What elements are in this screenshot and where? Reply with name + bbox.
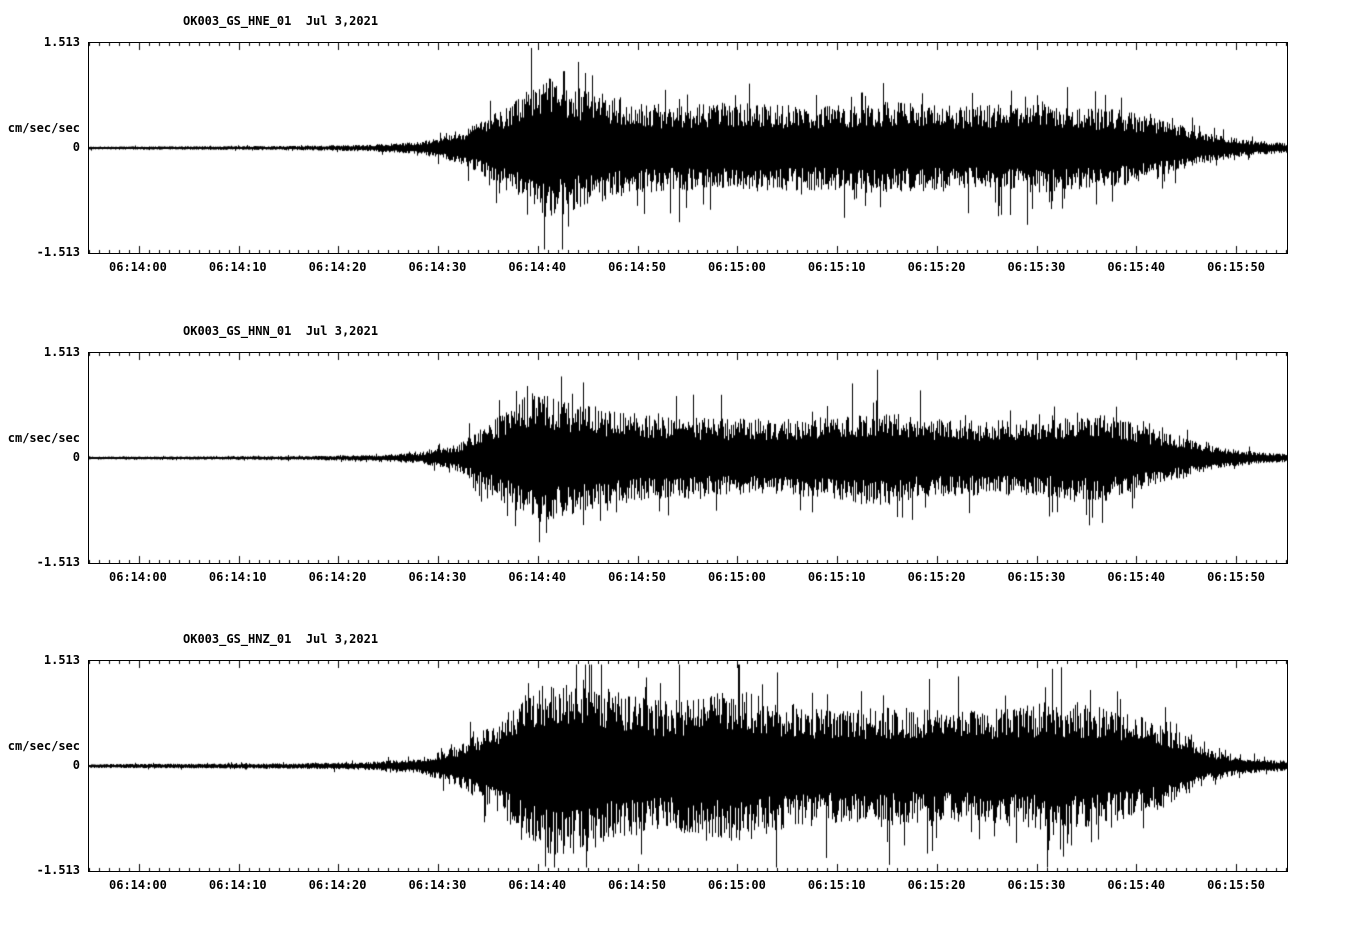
x-tick-label: 06:14:10: [208, 878, 267, 892]
x-tick-label: 06:15:00: [708, 260, 766, 274]
x-tick-label: 06:15:40: [1107, 878, 1166, 892]
y-min-label: -1.513: [36, 555, 80, 569]
seismogram-panel-hnz: OK003_GS_HNZ_01 Jul 3,2021 1.513 cm/sec/…: [0, 632, 1358, 932]
y-unit-label: cm/sec/sec: [7, 431, 80, 445]
x-axis-labels: 06:14:00 06:14:10 06:14:20 06:14:30 06:14:40…: [88, 570, 1286, 586]
x-axis-labels: 06:14:00 06:14:10 06:14:20 06:14:30 06:14:40…: [88, 260, 1286, 276]
x-tick-label: 06:15:50: [1207, 878, 1265, 892]
x-tick-label: 06:14:00: [109, 570, 167, 584]
x-tick-label: 06:14:50: [608, 570, 666, 584]
seismogram-panel-hnn: OK003_GS_HNN_01 Jul 3,2021 1.513 cm/sec/…: [0, 324, 1358, 624]
seismogram-canvas: [88, 42, 1288, 254]
y-unit-label: cm/sec/sec: [7, 739, 80, 753]
y-max-label: 1.513: [43, 35, 80, 49]
seismogram-panel-hne: OK003_GS_HNE_01 Jul 3,2021 1.513 cm/sec/…: [0, 14, 1358, 314]
y-unit-label: cm/sec/sec: [7, 121, 80, 135]
y-zero-label: 0: [72, 140, 80, 154]
x-tick-label: 06:14:10: [208, 260, 267, 274]
plot-area: [88, 42, 1288, 254]
y-min-label: -1.513: [36, 863, 80, 877]
x-tick-label: 06:14:10: [208, 570, 267, 584]
x-tick-label: 06:15:50: [1207, 260, 1265, 274]
x-tick-label: 06:15:20: [907, 878, 966, 892]
x-tick-label: 06:15:40: [1107, 260, 1166, 274]
seismogram-canvas: [88, 352, 1288, 564]
x-tick-label: 06:15:20: [907, 570, 966, 584]
x-tick-label: 06:14:20: [308, 260, 367, 274]
plot-area: [88, 352, 1288, 564]
x-tick-label: 06:15:10: [807, 260, 866, 274]
plot-area: [88, 660, 1288, 872]
x-tick-label: 06:15:00: [708, 878, 766, 892]
x-axis-labels: 06:14:00 06:14:10 06:14:20 06:14:30 06:14:40…: [88, 878, 1286, 894]
y-zero-label: 0: [72, 758, 80, 772]
x-tick-label: 06:14:20: [308, 878, 367, 892]
x-tick-label: 06:14:50: [608, 878, 666, 892]
x-tick-label: 06:14:00: [109, 260, 167, 274]
x-tick-label: 06:15:30: [1007, 260, 1066, 274]
x-tick-label: 06:14:40: [508, 260, 567, 274]
x-tick-label: 06:14:40: [508, 878, 567, 892]
y-min-label: -1.513: [36, 245, 80, 259]
x-tick-label: 06:14:30: [408, 878, 467, 892]
y-max-label: 1.513: [43, 345, 80, 359]
y-zero-label: 0: [72, 450, 80, 464]
x-tick-label: 06:14:30: [408, 570, 467, 584]
x-tick-label: 06:15:30: [1007, 570, 1066, 584]
x-tick-label: 06:15:30: [1007, 878, 1066, 892]
x-tick-label: 06:15:00: [708, 570, 766, 584]
x-tick-label: 06:14:20: [308, 570, 367, 584]
x-tick-label: 06:15:50: [1207, 570, 1265, 584]
panel-title: OK003_GS_HNE_01 Jul 3,2021: [183, 14, 379, 28]
x-tick-label: 06:14:50: [608, 260, 666, 274]
panel-title: OK003_GS_HNZ_01 Jul 3,2021: [183, 632, 379, 646]
y-max-label: 1.513: [43, 653, 80, 667]
seismogram-canvas: [88, 660, 1288, 872]
x-tick-label: 06:15:20: [907, 260, 966, 274]
panel-title: OK003_GS_HNN_01 Jul 3,2021: [183, 324, 379, 338]
x-tick-label: 06:14:30: [408, 260, 467, 274]
x-tick-label: 06:14:40: [508, 570, 567, 584]
x-tick-label: 06:15:10: [807, 570, 866, 584]
x-tick-label: 06:14:00: [109, 878, 167, 892]
x-tick-label: 06:15:40: [1107, 570, 1166, 584]
x-tick-label: 06:15:10: [807, 878, 866, 892]
